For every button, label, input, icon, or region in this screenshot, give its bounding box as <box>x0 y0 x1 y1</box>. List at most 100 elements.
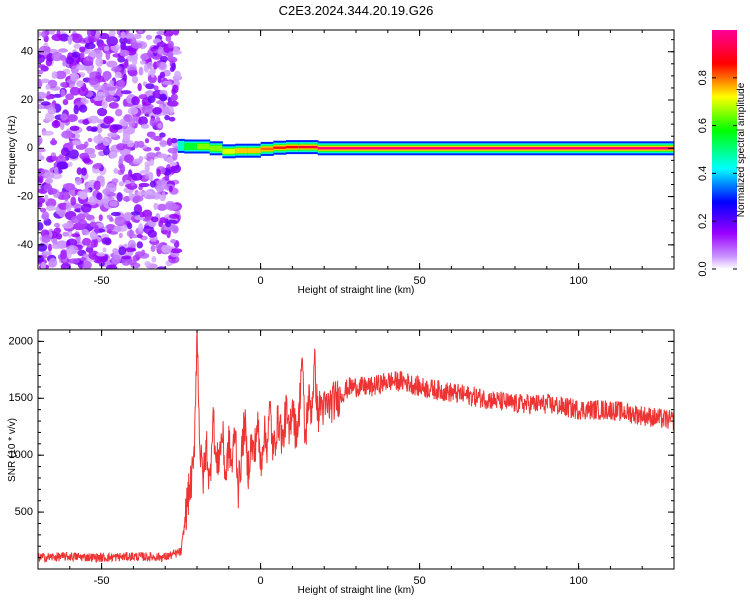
noise-blob <box>86 64 93 75</box>
noise-blob <box>84 42 96 50</box>
noise-blob <box>168 106 174 114</box>
noise-blob <box>60 122 65 130</box>
noise-blob <box>111 178 119 184</box>
top-y-axis-label: Frequency (Hz) <box>7 116 18 185</box>
noise-blob <box>103 45 110 52</box>
noise-blob <box>159 71 166 79</box>
noise-blob <box>45 178 54 184</box>
noise-blob <box>130 211 141 216</box>
signal-band-segment <box>273 146 287 149</box>
noise-blob <box>70 196 77 206</box>
noise-blob <box>65 93 74 101</box>
noise-blob <box>73 43 81 49</box>
signal-band-segment <box>184 145 198 148</box>
noise-blob <box>61 222 74 229</box>
noise-blob <box>136 191 147 196</box>
noise-blob <box>118 246 127 256</box>
noise-blob <box>157 153 168 159</box>
noise-blob <box>60 89 66 97</box>
noise-blob <box>88 250 100 260</box>
noise-blob <box>133 195 144 202</box>
noise-blob <box>105 224 116 231</box>
noise-blob <box>98 214 103 222</box>
noise-blob <box>137 234 143 239</box>
noise-blob <box>38 197 45 205</box>
chart-title: C2E3.2024.344.20.19.G26 <box>279 3 434 18</box>
noise-blob <box>108 30 116 38</box>
noise-blob <box>116 192 123 202</box>
noise-blob <box>38 182 42 188</box>
noise-blob <box>78 219 88 228</box>
noise-blob <box>167 51 174 60</box>
noise-blob <box>79 46 86 53</box>
noise-blob <box>172 151 178 161</box>
noise-blob <box>94 144 107 151</box>
noise-blob <box>166 156 175 164</box>
noise-blob <box>144 194 156 200</box>
noise-blob <box>168 116 176 122</box>
noise-blob <box>118 181 125 187</box>
noise-blob <box>151 255 157 263</box>
noise-blob <box>161 107 170 114</box>
noise-blob <box>159 195 166 202</box>
noise-blob <box>162 80 173 86</box>
noise-blob <box>93 180 101 191</box>
noise-blob <box>44 194 49 203</box>
x-tick-label: 50 <box>413 575 425 587</box>
noise-blob <box>100 198 107 204</box>
noise-blob <box>110 211 121 217</box>
noise-blob <box>38 175 44 184</box>
noise-blob <box>127 93 134 99</box>
noise-blob <box>164 115 170 121</box>
noise-blob <box>45 112 55 122</box>
noise-blob <box>144 161 151 167</box>
noise-blob <box>161 244 172 254</box>
noise-blob <box>107 132 118 138</box>
signal-band-segment <box>235 149 249 152</box>
noise-blob <box>147 230 157 238</box>
noise-blob <box>51 137 56 146</box>
x-tick-label: 0 <box>258 575 264 587</box>
noise-blob <box>46 205 56 211</box>
noise-blob <box>40 261 46 269</box>
noise-blob <box>96 252 106 257</box>
colorbar: 0.0 0.2 0.4 0.6 0.8 Normalized spectral ampl… <box>697 30 747 277</box>
noise-blob <box>82 119 90 125</box>
noise-blob <box>76 80 84 88</box>
noise-blob <box>113 225 122 233</box>
noise-blob <box>131 42 143 49</box>
noise-blob <box>157 203 168 211</box>
noise-blob <box>138 66 144 76</box>
noise-blob <box>38 54 45 63</box>
noise-blob <box>60 147 70 157</box>
noise-blob <box>51 51 63 62</box>
noise-blob <box>106 36 118 47</box>
signal-band-segment <box>247 149 262 152</box>
spectrogram-panel: -50 0 50 100 -40 -20 0 20 40 Height of straight … <box>7 29 675 296</box>
noise-blob <box>67 35 73 45</box>
noise-blob <box>89 221 97 228</box>
signal-band-segment <box>222 150 236 153</box>
noise-blob <box>102 247 107 253</box>
noise-blob <box>91 126 98 132</box>
noise-blob <box>45 198 57 208</box>
colorbar-tick-label: 0.8 <box>697 70 709 85</box>
noise-blob <box>145 34 153 40</box>
noise-blob <box>132 114 137 122</box>
noise-blob <box>68 149 79 160</box>
signal-band-segment <box>298 145 319 149</box>
noise-blob <box>60 250 67 260</box>
noise-blob <box>169 213 180 219</box>
noise-blob <box>48 257 58 268</box>
noise-blob <box>72 33 83 44</box>
noise-blob <box>167 204 180 211</box>
noise-blob <box>112 248 119 255</box>
bottom-y-axis-label: SNR (10 * v/v) <box>7 418 18 482</box>
noise-blob <box>121 255 132 260</box>
noise-blob <box>58 48 68 53</box>
y-tick-label: 40 <box>21 46 33 58</box>
noise-blob <box>122 132 131 142</box>
noise-blob <box>154 146 161 152</box>
noise-blob <box>88 77 99 86</box>
noise-blob <box>127 107 139 115</box>
